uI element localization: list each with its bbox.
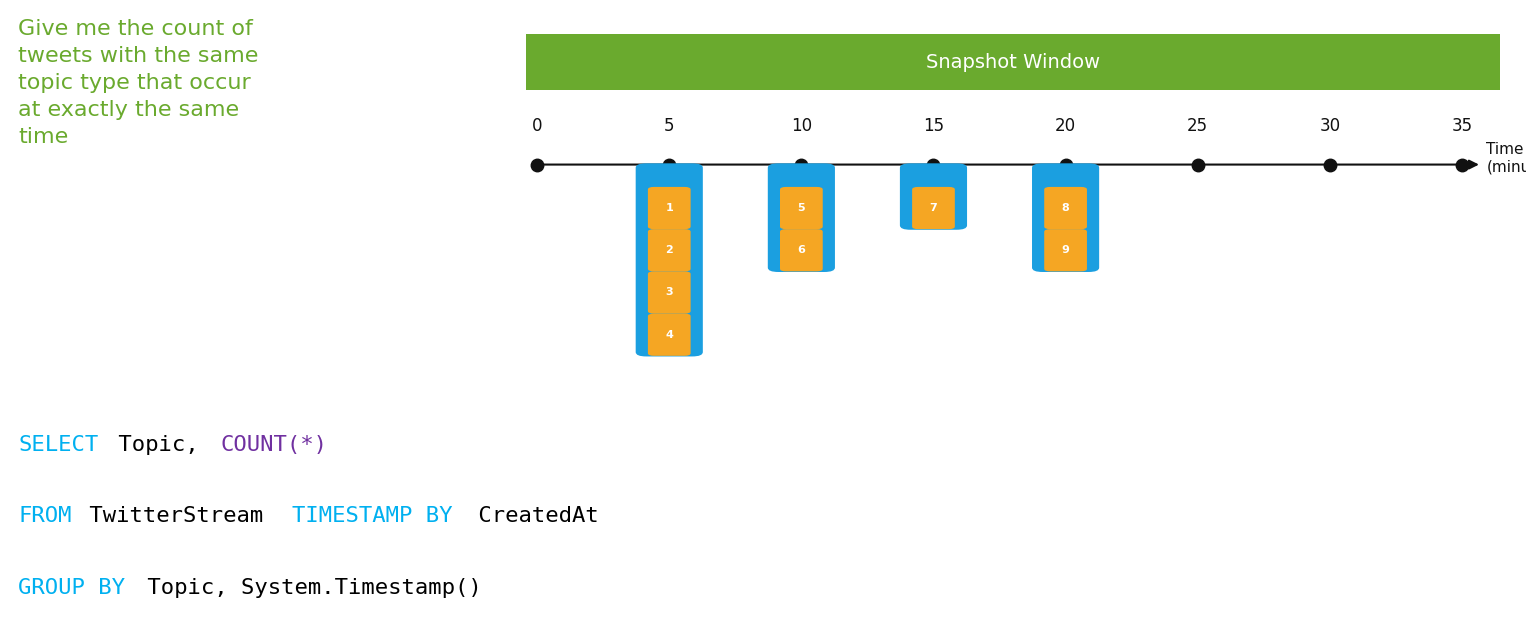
Text: 25: 25 xyxy=(1187,117,1209,135)
Text: CreatedAt: CreatedAt xyxy=(465,506,600,526)
Text: COUNT(*): COUNT(*) xyxy=(220,435,327,455)
Text: 3: 3 xyxy=(665,288,673,297)
Text: 7: 7 xyxy=(929,203,937,213)
Text: Topic,: Topic, xyxy=(105,435,212,455)
Text: 6: 6 xyxy=(798,245,806,255)
Text: Time
(minute): Time (minute) xyxy=(1486,142,1526,175)
Text: 15: 15 xyxy=(923,117,945,135)
Text: 2: 2 xyxy=(665,245,673,255)
Text: Snapshot Window: Snapshot Window xyxy=(926,53,1100,71)
Text: TIMESTAMP BY: TIMESTAMP BY xyxy=(293,506,453,526)
Text: 9: 9 xyxy=(1062,245,1070,255)
Text: FROM: FROM xyxy=(18,506,72,526)
Text: 5: 5 xyxy=(664,117,674,135)
Text: 1: 1 xyxy=(665,203,673,213)
Text: 30: 30 xyxy=(1320,117,1340,135)
Text: 10: 10 xyxy=(790,117,812,135)
Text: 0: 0 xyxy=(533,117,542,135)
Text: 35: 35 xyxy=(1451,117,1473,135)
Text: 20: 20 xyxy=(1054,117,1076,135)
Text: TwitterStream: TwitterStream xyxy=(76,506,276,526)
Text: GROUP BY: GROUP BY xyxy=(18,578,125,597)
Text: 8: 8 xyxy=(1062,203,1070,213)
Text: Give me the count of
tweets with the same
topic type that occur
at exactly the s: Give me the count of tweets with the sam… xyxy=(18,19,259,147)
Text: SELECT: SELECT xyxy=(18,435,99,455)
Text: 5: 5 xyxy=(798,203,806,213)
Text: Topic, System.Timestamp(): Topic, System.Timestamp() xyxy=(134,578,481,597)
Text: 4: 4 xyxy=(665,330,673,340)
